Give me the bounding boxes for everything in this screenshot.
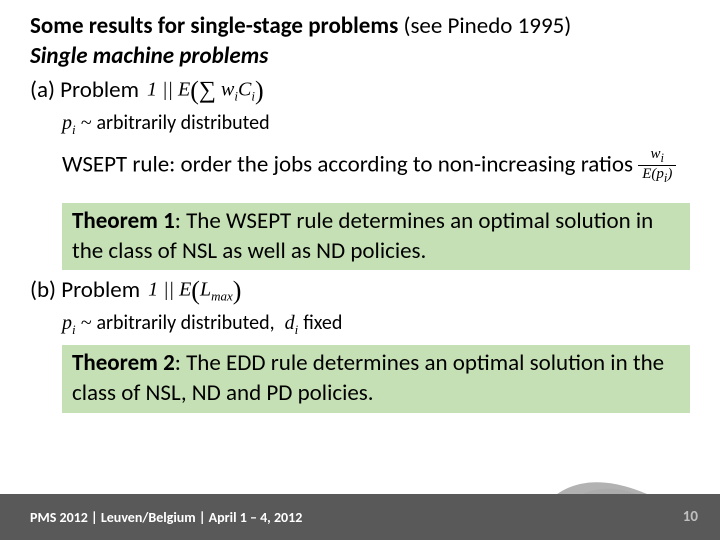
item-b-formula: 1 || E(Lmax)	[148, 274, 241, 308]
theorem-1-label: Theorem 1	[72, 207, 175, 235]
footer-text: PMS 2012 | Leuven/Belgium | April 1 – 4,…	[30, 509, 302, 526]
pi-d-distributed: pi ~ arbitrarily distributed, di fixed	[62, 310, 690, 339]
item-a-row: (a) Problem 1 || E(∑ wiCi)	[30, 74, 690, 108]
ratio-fraction: wi E(pi)	[638, 147, 676, 185]
theorem-2: Theorem 2: The EDD rule determines an op…	[62, 345, 690, 413]
theorem-1: Theorem 1: The WSEPT rule determines an …	[62, 203, 690, 271]
heading-rest: (see Pinedo 1995)	[398, 12, 571, 40]
item-b-row: (b) Problem 1 || E(Lmax)	[30, 274, 690, 308]
item-a-formula: 1 || E(∑ wiCi)	[147, 74, 264, 108]
slide-subheading: Single machine problems	[30, 42, 690, 70]
heading-bold: Some results for single-stage problems	[30, 12, 398, 40]
slide-footer: PMS 2012 | Leuven/Belgium | April 1 – 4,…	[0, 494, 720, 540]
pi-distributed: pi ~ arbitrarily distributed	[62, 110, 690, 139]
page-number: 10	[683, 508, 698, 526]
wsept-text: WSEPT rule: order the jobs according to …	[62, 147, 690, 185]
item-a-label: (a) Problem	[30, 76, 139, 106]
slide-heading: Some results for single-stage problems (…	[30, 12, 690, 40]
item-b-label: (b) Problem	[30, 276, 140, 306]
theorem-2-label: Theorem 2	[72, 349, 175, 377]
